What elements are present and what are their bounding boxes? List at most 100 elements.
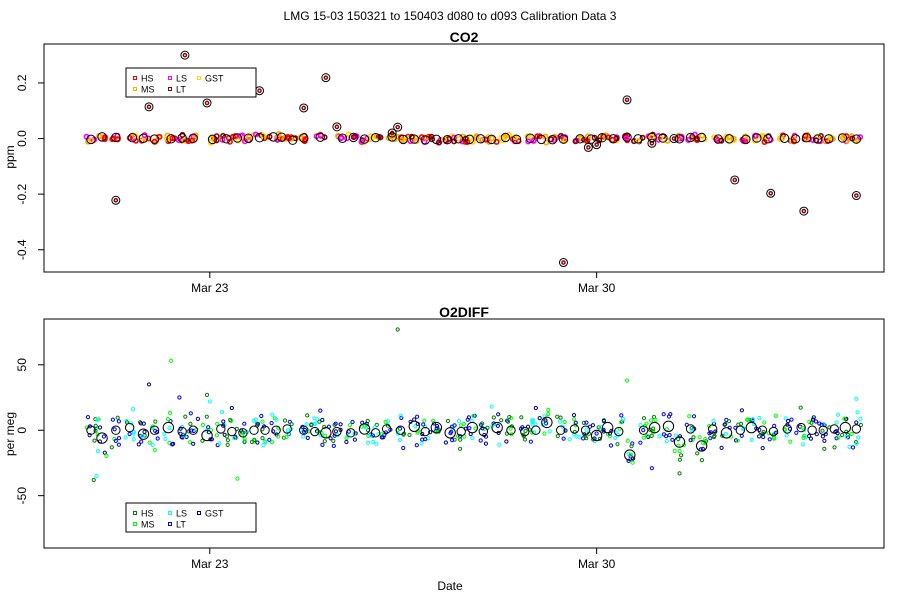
mean-point: [299, 425, 309, 435]
mean-point: [188, 133, 198, 143]
sample-point: [530, 137, 537, 144]
sample-point: [757, 427, 762, 432]
mean-point: [381, 424, 392, 434]
sample-point: [302, 427, 307, 433]
sample-point: [97, 425, 103, 430]
outlier-point: [146, 382, 152, 387]
outlier-point: [533, 405, 538, 411]
sample-point: [834, 420, 839, 425]
sample-point: [305, 413, 310, 418]
sample-point: [661, 432, 667, 437]
mean-point: [138, 133, 149, 143]
mean-point: [851, 424, 862, 434]
sample-point: [530, 420, 535, 425]
mean-point: [633, 134, 643, 144]
legend-marker: [133, 76, 137, 80]
sample-point: [358, 139, 365, 146]
outlier-mean: [299, 103, 309, 113]
sample-point: [571, 413, 577, 418]
sample-point: [677, 448, 682, 454]
mean-point: [745, 421, 758, 434]
sample-point: [681, 442, 687, 448]
sample-point: [219, 410, 225, 415]
sample-point: [723, 431, 729, 436]
sample-point: [536, 133, 543, 140]
sample-point: [200, 438, 205, 443]
y-tick-label: -0.2: [15, 183, 29, 204]
outlier-point: [235, 476, 240, 481]
sample-point: [317, 419, 322, 424]
sample-point: [260, 419, 265, 424]
mean-point: [243, 133, 254, 143]
sample-point: [542, 431, 547, 436]
sample-point: [496, 412, 501, 417]
sample-point: [591, 134, 598, 141]
sample-point: [449, 429, 454, 434]
mean-point: [453, 134, 464, 144]
sample-point: [379, 435, 384, 440]
mean-point: [541, 416, 553, 429]
sample-point: [581, 420, 587, 425]
sample-point: [483, 441, 488, 446]
sample-point: [320, 417, 325, 423]
sample-point: [367, 133, 374, 140]
sample-point: [741, 426, 746, 431]
sample-point: [242, 436, 247, 441]
mean-point: [86, 425, 96, 435]
mean-point: [299, 133, 309, 143]
mean-point: [556, 425, 566, 435]
mean-point: [466, 421, 478, 434]
x-tick-label: Mar 30: [578, 281, 616, 295]
sample-point: [798, 405, 803, 410]
sample-point: [225, 442, 230, 447]
mean-point: [398, 134, 408, 145]
mean-point: [456, 426, 466, 437]
sample-point: [645, 433, 650, 439]
mean-point: [491, 421, 503, 434]
sample-point: [630, 460, 635, 465]
sample-point: [730, 135, 737, 142]
outlier-point: [677, 471, 682, 476]
sample-point: [573, 420, 578, 425]
sample-point: [555, 434, 560, 439]
sample-point: [719, 445, 724, 450]
sample-point: [613, 435, 618, 441]
outlier-mean: [558, 258, 568, 268]
sample-point: [621, 416, 626, 422]
sample-point: [504, 439, 509, 444]
sample-point: [289, 422, 294, 427]
sample-point: [420, 431, 425, 437]
outlier-point: [207, 399, 212, 404]
sample-point: [366, 440, 371, 445]
sample-point: [467, 426, 472, 431]
sample-point: [138, 421, 144, 426]
sample-point: [746, 418, 751, 423]
legend-marker: [133, 522, 137, 526]
mean-point: [580, 425, 591, 435]
mean-point: [511, 134, 522, 145]
sample-point: [136, 442, 141, 447]
sample-point: [601, 429, 606, 434]
mean-point: [673, 436, 686, 448]
sample-point: [215, 421, 220, 426]
mean-point: [807, 425, 817, 435]
sample-point: [251, 418, 256, 423]
outlier-point: [768, 191, 774, 196]
mean-point: [648, 421, 661, 434]
outlier-mean: [111, 195, 121, 205]
sample-point: [162, 431, 167, 436]
mean-point: [96, 432, 108, 444]
sample-point: [854, 441, 859, 446]
sample-point: [584, 420, 589, 425]
sample-point: [195, 416, 200, 421]
sample-point: [165, 417, 171, 422]
outlier-point: [113, 197, 119, 203]
mean-point: [486, 134, 497, 145]
outlier-point: [204, 100, 210, 106]
outlier-point: [169, 358, 174, 363]
sample-point: [456, 418, 462, 424]
sample-point: [827, 425, 832, 430]
sample-point: [784, 433, 789, 438]
